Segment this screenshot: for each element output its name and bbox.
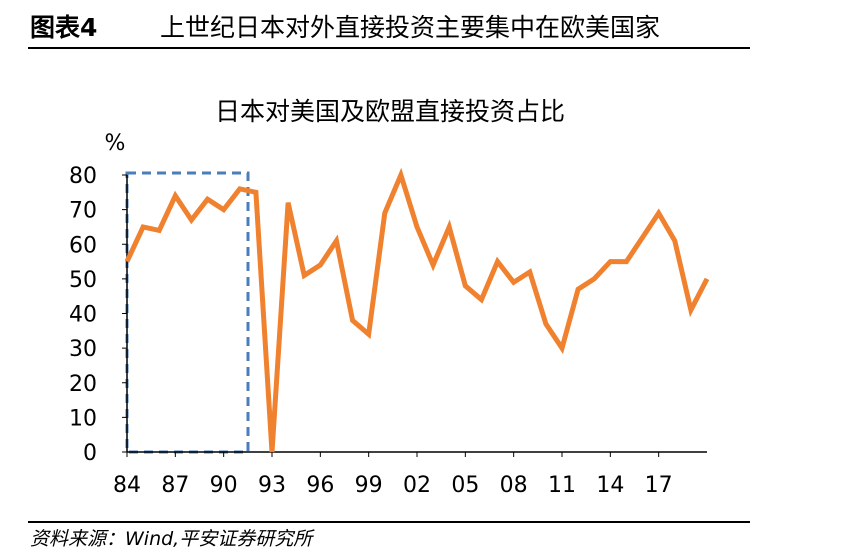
y-unit: % (105, 131, 126, 156)
y-tick-label: 70 (69, 199, 97, 224)
y-tick-label: 50 (69, 268, 97, 293)
y-tick-label: 60 (69, 233, 97, 258)
x-tick-label: 14 (596, 473, 624, 498)
figure-label: 图表4 (30, 13, 97, 42)
y-tick-label: 10 (69, 406, 97, 431)
x-tick-label: 02 (403, 473, 431, 498)
x-tick-label: 96 (306, 473, 334, 498)
x-tick-label: 17 (645, 473, 673, 498)
y-tick-label: 0 (83, 441, 97, 466)
x-tick-label: 99 (355, 473, 383, 498)
y-tick-label: 20 (69, 372, 97, 397)
source: 资料来源：Wind,平安证券研究所 (30, 528, 315, 550)
x-tick-label: 93 (258, 473, 286, 498)
chart-title: 日本对美国及欧盟直接投资占比 (215, 97, 565, 126)
x-tick-label: 84 (113, 473, 141, 498)
x-tick-label: 05 (451, 473, 479, 498)
x-tick-label: 90 (210, 473, 238, 498)
x-tick-label: 87 (161, 473, 189, 498)
y-tick-label: 40 (69, 303, 97, 328)
x-tick-label: 11 (548, 473, 576, 498)
y-tick-label: 30 (69, 337, 97, 362)
figure-title: 上世纪日本对外直接投资主要集中在欧美国家 (160, 13, 660, 42)
y-tick-label: 80 (69, 164, 97, 189)
x-tick-label: 08 (500, 473, 528, 498)
data-line (124, 167, 710, 453)
